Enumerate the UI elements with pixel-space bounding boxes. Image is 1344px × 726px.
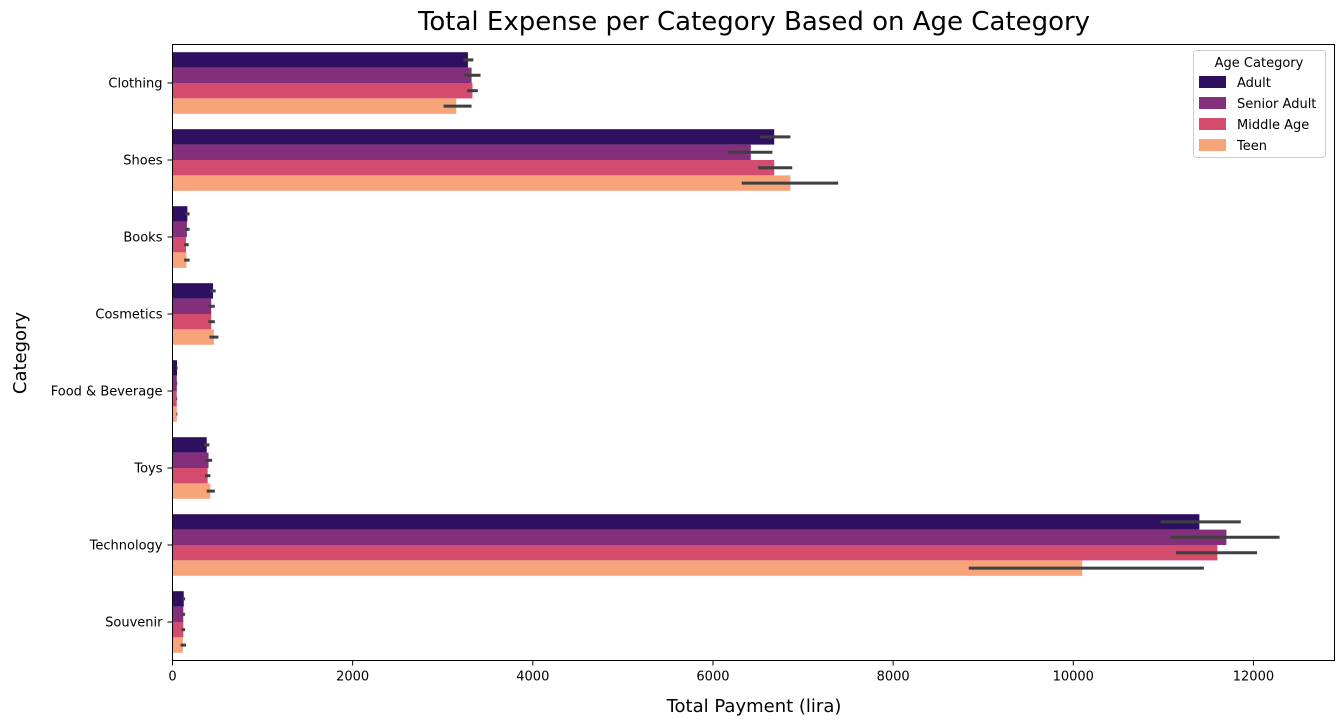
legend-entry-label: Senior Adult	[1237, 97, 1316, 112]
x-tick-label: 6000	[696, 670, 729, 685]
bar	[172, 406, 177, 422]
bar	[172, 529, 1227, 545]
bar	[172, 545, 1218, 561]
x-axis-label: Total Payment (lira)	[666, 696, 842, 717]
y-tick-label: Technology	[89, 539, 163, 554]
bar	[172, 468, 208, 484]
bar	[172, 206, 188, 222]
bar	[172, 514, 1200, 530]
x-tick-label: 12000	[1233, 670, 1274, 685]
bar	[172, 221, 187, 237]
y-axis-label: Category	[10, 312, 31, 395]
legend-swatch	[1199, 139, 1226, 151]
legend-frame	[1193, 50, 1326, 158]
bar	[172, 314, 212, 330]
y-tick-label: Toys	[133, 462, 162, 477]
y-tick-label: Books	[123, 231, 162, 246]
legend: Age Category Adult Senior Adult Middle Age…	[1193, 50, 1326, 158]
bar	[172, 83, 473, 99]
y-tick-label: Cosmetics	[95, 308, 162, 323]
legend-title: Age Category	[1215, 56, 1304, 71]
legend-entry-label: Adult	[1237, 76, 1271, 91]
bar	[172, 52, 468, 68]
bar	[172, 452, 209, 468]
bar	[172, 129, 775, 145]
x-tick-label: 4000	[516, 670, 549, 685]
chart-title: Total Expense per Category Based on Age …	[417, 7, 1090, 37]
x-tick-label: 0	[168, 670, 176, 685]
bar	[172, 591, 184, 607]
bar	[172, 67, 472, 83]
y-tick-label: Clothing	[108, 77, 162, 92]
legend-swatch	[1199, 97, 1226, 109]
y-tick-label: Shoes	[123, 154, 162, 169]
bar	[172, 360, 178, 376]
bar	[172, 329, 214, 345]
y-tick-label: Food & Beverage	[51, 385, 163, 400]
bar	[172, 391, 177, 407]
bar	[172, 375, 177, 391]
bar	[172, 622, 184, 638]
plot-frame	[172, 44, 1335, 661]
plot-area: Clothing Shoes Books Cosmetics Food & Bevera…	[51, 52, 1280, 685]
bar	[172, 252, 187, 268]
bar	[172, 298, 212, 314]
bar	[172, 637, 183, 653]
legend-swatch	[1199, 118, 1226, 130]
bar	[172, 160, 775, 176]
bar	[172, 560, 1083, 576]
legend-entry-label: Teen	[1236, 139, 1267, 154]
bar	[172, 483, 211, 499]
x-tick-label: 8000	[877, 670, 910, 685]
y-tick-label: Souvenir	[105, 616, 163, 631]
bar	[172, 175, 791, 191]
x-tick-label: 10000	[1053, 670, 1094, 685]
legend-swatch	[1199, 76, 1226, 88]
legend-entry-label: Middle Age	[1237, 118, 1309, 133]
x-tick-label: 2000	[336, 670, 369, 685]
bar	[172, 144, 751, 160]
bar	[172, 606, 184, 622]
bar	[172, 283, 214, 299]
bar	[172, 98, 457, 114]
bar	[172, 437, 207, 453]
bar	[172, 237, 187, 253]
